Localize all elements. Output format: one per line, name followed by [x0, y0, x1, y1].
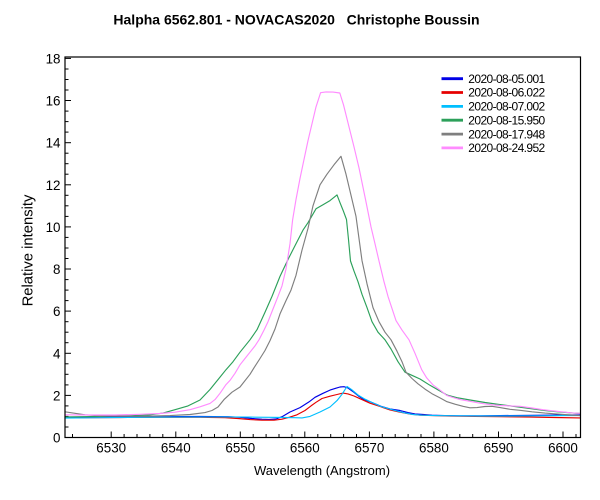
svg-text:6570: 6570 — [355, 440, 385, 455]
svg-text:0: 0 — [53, 431, 60, 446]
svg-text:6530: 6530 — [96, 440, 126, 455]
svg-text:16: 16 — [46, 94, 61, 109]
svg-text:6590: 6590 — [484, 440, 514, 455]
svg-text:18: 18 — [46, 51, 61, 66]
svg-text:4: 4 — [53, 346, 61, 361]
svg-text:Relative intensity: Relative intensity — [21, 194, 37, 306]
svg-text:6580: 6580 — [419, 440, 449, 455]
svg-text:12: 12 — [46, 178, 61, 193]
svg-text:2: 2 — [53, 388, 60, 403]
svg-text:2020-08-05.001: 2020-08-05.001 — [468, 72, 545, 86]
svg-text:6600: 6600 — [548, 440, 578, 455]
svg-text:6560: 6560 — [290, 440, 320, 455]
svg-text:8: 8 — [53, 262, 60, 277]
svg-text:2020-08-17.948: 2020-08-17.948 — [468, 127, 545, 141]
svg-text:10: 10 — [46, 220, 61, 235]
svg-text:6: 6 — [53, 304, 60, 319]
svg-text:14: 14 — [46, 136, 61, 151]
svg-text:6550: 6550 — [225, 440, 255, 455]
svg-text:6540: 6540 — [161, 440, 191, 455]
svg-text:Halpha 6562.801 - NOVACAS2020: Halpha 6562.801 - NOVACAS2020 Christophe… — [113, 12, 479, 28]
svg-text:2020-08-15.950: 2020-08-15.950 — [468, 113, 545, 127]
svg-text:2020-08-06.022: 2020-08-06.022 — [468, 86, 545, 100]
svg-text:2020-08-07.002: 2020-08-07.002 — [468, 100, 545, 114]
svg-text:2020-08-24.952: 2020-08-24.952 — [468, 141, 545, 155]
svg-text:Wavelength (Angstrom): Wavelength (Angstrom) — [254, 463, 390, 478]
